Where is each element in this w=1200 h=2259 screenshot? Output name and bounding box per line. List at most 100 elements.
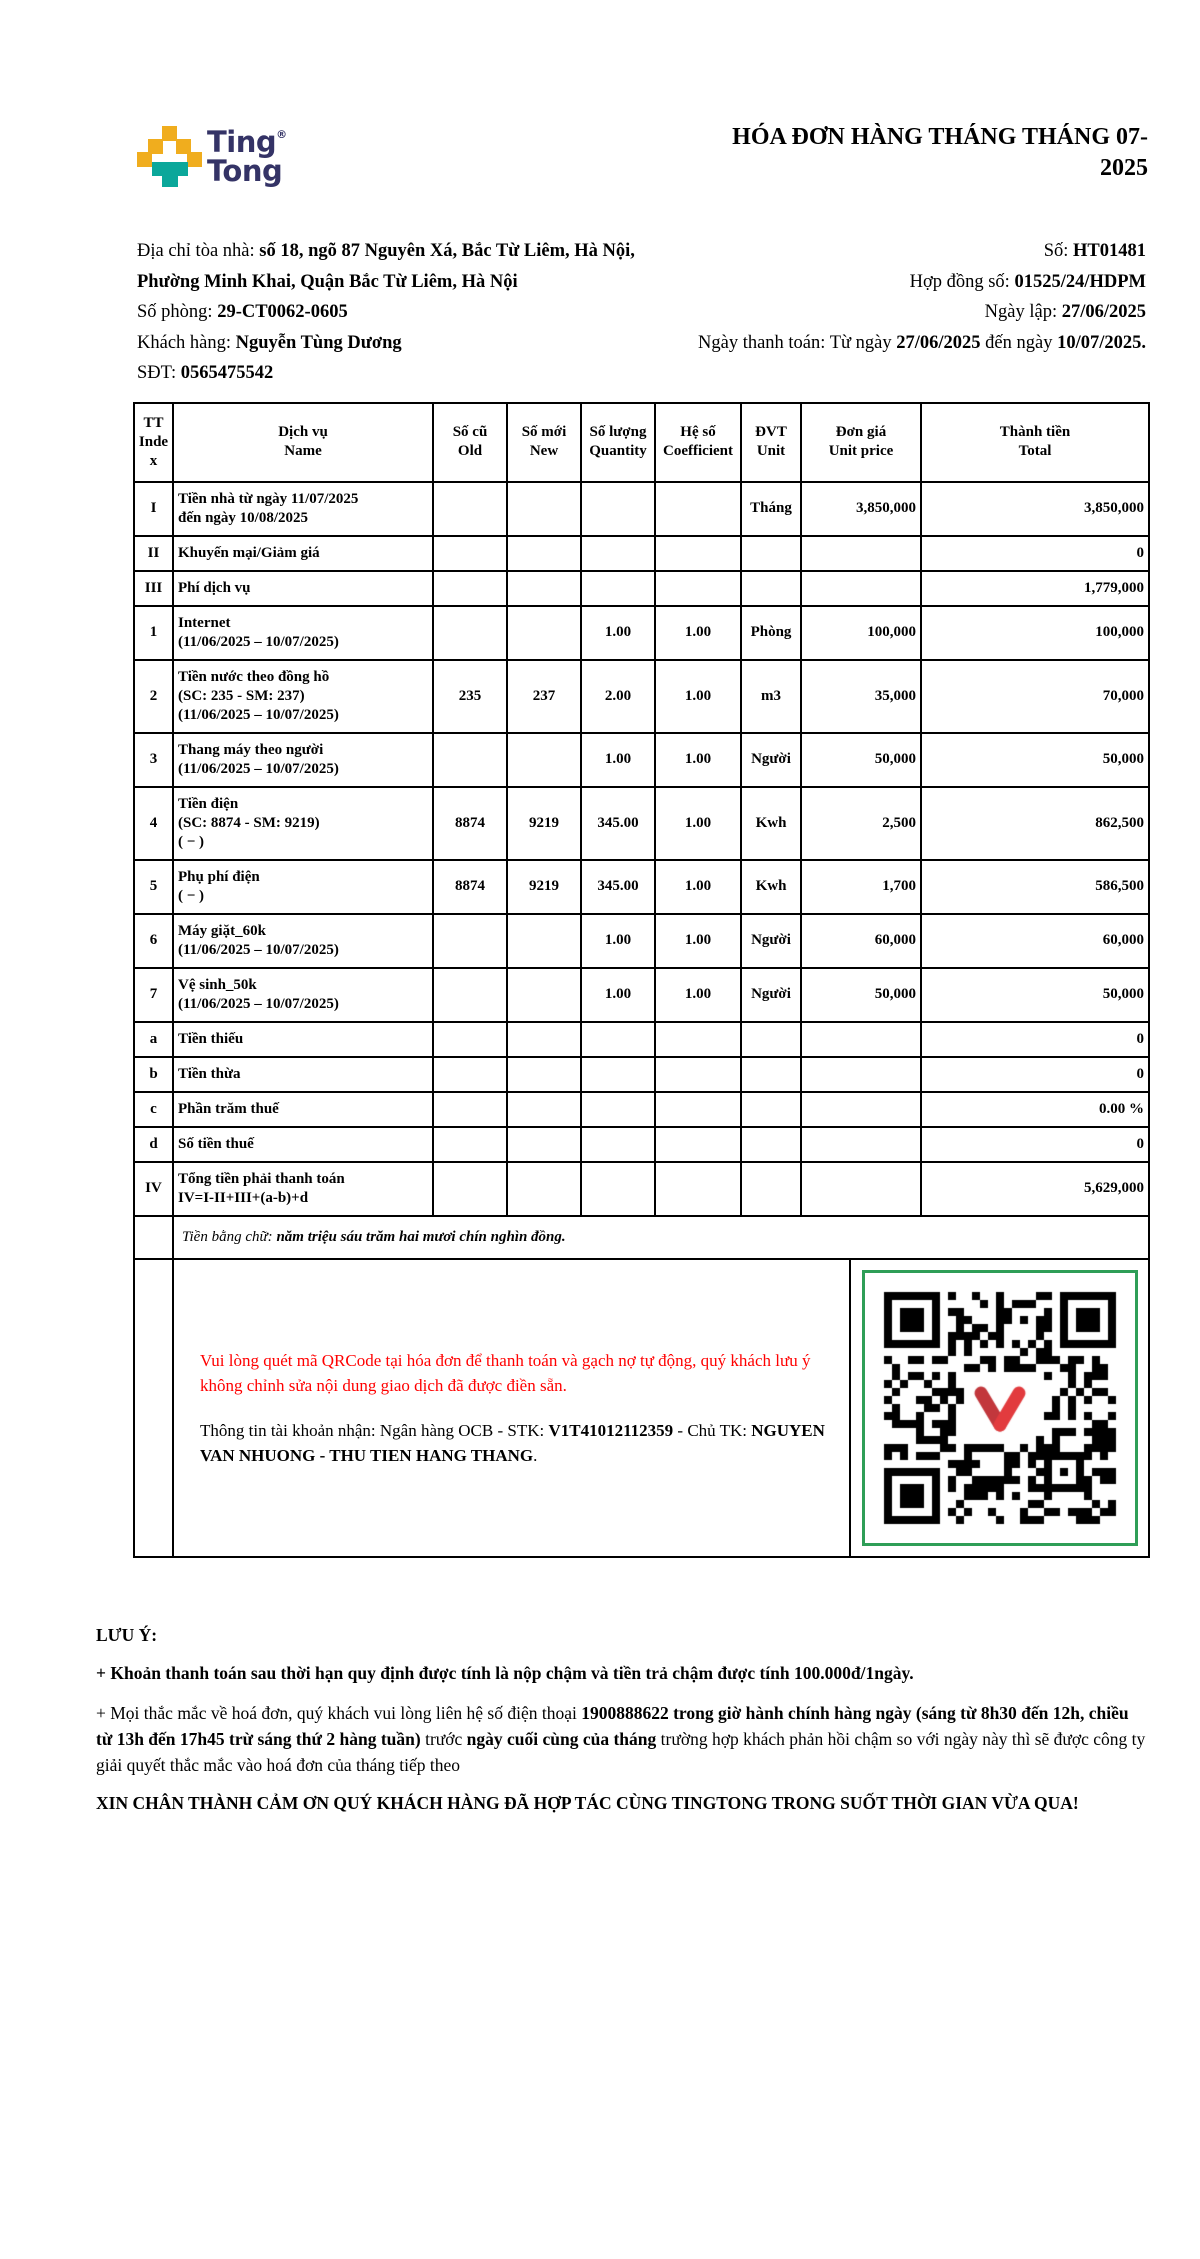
cell-name: Internet (11/06/2025 – 10/07/2025) bbox=[172, 604, 434, 661]
table-row: 3 Thang máy theo người (11/06/2025 – 10/07… bbox=[133, 731, 1150, 788]
cell-total: 3,850,000 bbox=[920, 480, 1150, 537]
cell-price: 100,000 bbox=[800, 604, 922, 661]
cell-unit: Người bbox=[740, 912, 802, 969]
building-address-line1: Địa chỉ tòa nhà: số 18, ngõ 87 Nguyên Xá… bbox=[137, 241, 635, 261]
cell-total: 0 bbox=[920, 1020, 1150, 1058]
table-header-row: TT Index Dịch vụ Name Số cũ Old Số mới New Số lư… bbox=[133, 401, 1150, 483]
cell-qty bbox=[580, 480, 656, 537]
cell-total: 0 bbox=[920, 534, 1150, 572]
table-row: III Phí dịch vụ 1,779,000 bbox=[133, 569, 1150, 607]
cell-total: 0 bbox=[920, 1125, 1150, 1163]
customer-name-line: Khách hàng: Nguyễn Tùng Dương bbox=[137, 332, 402, 353]
cell-name: Tiền nước theo đồng hồ (SC: 235 - SM: 237… bbox=[172, 658, 434, 734]
qr-scan-note: Vui lòng quét mã QRCode tại hóa đơn để t… bbox=[200, 1350, 811, 1395]
cell-old bbox=[432, 731, 508, 788]
cell-qty bbox=[580, 1160, 656, 1217]
cell-new bbox=[506, 534, 582, 572]
cell-price: 35,000 bbox=[800, 658, 922, 734]
cell-price: 50,000 bbox=[800, 966, 922, 1023]
cell-qty bbox=[580, 534, 656, 572]
column-header: Số lượng Quantity bbox=[580, 401, 656, 483]
cell-old bbox=[432, 480, 508, 537]
cell-coef: 1.00 bbox=[654, 966, 742, 1023]
cell-tt: IV bbox=[133, 1160, 174, 1217]
cell-coef bbox=[654, 1090, 742, 1128]
column-header: Dịch vụ Name bbox=[172, 401, 434, 483]
cell-name: Phần trăm thuế bbox=[172, 1090, 434, 1128]
qr-payment-cell: Vui lòng quét mã QRCode tại hóa đơn để t… bbox=[172, 1257, 1150, 1558]
cell-price: 1,700 bbox=[800, 858, 922, 915]
cell-total: 586,500 bbox=[920, 858, 1150, 915]
footer-notes: LƯU Ý: + Khoản thanh toán sau thời hạn q… bbox=[96, 1622, 1148, 1816]
cell-new bbox=[506, 569, 582, 607]
table-row: d Số tiền thuế 0 bbox=[133, 1125, 1150, 1163]
cell-tt: 3 bbox=[133, 731, 174, 788]
cell-coef bbox=[654, 1020, 742, 1058]
cell-coef: 1.00 bbox=[654, 912, 742, 969]
cell-unit: Phòng bbox=[740, 604, 802, 661]
column-header: TT Index bbox=[133, 401, 174, 483]
table-row: c Phần trăm thuế 0.00 % bbox=[133, 1090, 1150, 1128]
cell-name: Phụ phí điện( − ) bbox=[172, 858, 434, 915]
cell-new: 9219 bbox=[506, 785, 582, 861]
column-header: Thành tiền Total bbox=[920, 401, 1150, 483]
cell-total: 50,000 bbox=[920, 966, 1150, 1023]
cell-qty: 1.00 bbox=[580, 604, 656, 661]
cell-coef: 1.00 bbox=[654, 731, 742, 788]
cell-old bbox=[432, 1125, 508, 1163]
thank-you-note: XIN CHÂN THÀNH CẢM ƠN QUÝ KHÁCH HÀNG ĐÃ … bbox=[96, 1792, 1079, 1813]
table-row: 5 Phụ phí điện( − ) 8874 9219 345.00 1.00 Kwh 1… bbox=[133, 858, 1150, 915]
cell-total: 0.00 % bbox=[920, 1090, 1150, 1128]
cell-name: Khuyến mại/Giảm giá bbox=[172, 534, 434, 572]
cell-unit bbox=[740, 1160, 802, 1217]
tingtong-logo: Ting® Tong bbox=[137, 108, 287, 188]
cell-unit bbox=[740, 534, 802, 572]
cell-qty bbox=[580, 1055, 656, 1093]
cell-qty: 2.00 bbox=[580, 658, 656, 734]
bank-account-info: Thông tin tài khoản nhận: Ngân hàng OCB … bbox=[200, 1420, 825, 1465]
cell-new bbox=[506, 1020, 582, 1058]
cell-tt: I bbox=[133, 480, 174, 537]
table-footer-rows: Tiền bằng chữ: năm triệu sáu trăm hai mư… bbox=[133, 1214, 1150, 1558]
table-row: I Tiền nhà từ ngày 11/07/2025 đến ngày 10/… bbox=[133, 480, 1150, 537]
cell-unit bbox=[740, 1055, 802, 1093]
cell-price bbox=[800, 1160, 922, 1217]
cell-total: 5,629,000 bbox=[920, 1160, 1150, 1217]
cell-tt: 4 bbox=[133, 785, 174, 861]
cell-new bbox=[506, 1125, 582, 1163]
cell-name: Tiền điện (SC: 8874 - SM: 9219)( − ) bbox=[172, 785, 434, 861]
invoice-table: TT Index Dịch vụ Name Số cũ Old Số mới New Số lư… bbox=[133, 401, 1150, 1558]
cell-old bbox=[432, 604, 508, 661]
cell-coef bbox=[654, 569, 742, 607]
table-row: 6 Máy giặt_60k (11/06/2025 – 10/07/2025) 1.… bbox=[133, 912, 1150, 969]
cell-qty bbox=[580, 1020, 656, 1058]
cell-qty: 1.00 bbox=[580, 912, 656, 969]
column-header: Đơn giá Unit price bbox=[800, 401, 922, 483]
cell-new bbox=[506, 1055, 582, 1093]
column-header: Số cũ Old bbox=[432, 401, 508, 483]
cell-qty: 1.00 bbox=[580, 731, 656, 788]
cell-tt bbox=[133, 1257, 174, 1558]
cell-price: 60,000 bbox=[800, 912, 922, 969]
cell-unit: Kwh bbox=[740, 858, 802, 915]
table-row: IV Tổng tiền phải thanh toán IV=I-II+III+(… bbox=[133, 1160, 1150, 1217]
cell-total: 1,779,000 bbox=[920, 569, 1150, 607]
cell-qty bbox=[580, 1125, 656, 1163]
cell-total: 50,000 bbox=[920, 731, 1150, 788]
cell-qty bbox=[580, 1090, 656, 1128]
cell-unit: Tháng bbox=[740, 480, 802, 537]
cell-total: 60,000 bbox=[920, 912, 1150, 969]
column-header: Hệ số Coefficient bbox=[654, 401, 742, 483]
logo-word-ting: Ting bbox=[207, 125, 277, 159]
cell-tt: 1 bbox=[133, 604, 174, 661]
invoice-page: Ting® Tong HÓA ĐƠN HÀNG THÁNG THÁNG 07-2… bbox=[96, 108, 1150, 1816]
cell-tt: c bbox=[133, 1090, 174, 1128]
invoice-meta: Số: HT01481 Hợp đồng số: 01525/24/HDPM N… bbox=[642, 236, 1149, 389]
table-row: a Tiền thiếu 0 bbox=[133, 1020, 1150, 1058]
cell-qty bbox=[580, 569, 656, 607]
cell-name: Số tiền thuế bbox=[172, 1125, 434, 1163]
cell-old bbox=[432, 912, 508, 969]
cell-name: Tổng tiền phải thanh toán IV=I-II+III+(a-… bbox=[172, 1160, 434, 1217]
tingtong-logo-icon bbox=[137, 126, 202, 187]
cell-new bbox=[506, 1160, 582, 1217]
